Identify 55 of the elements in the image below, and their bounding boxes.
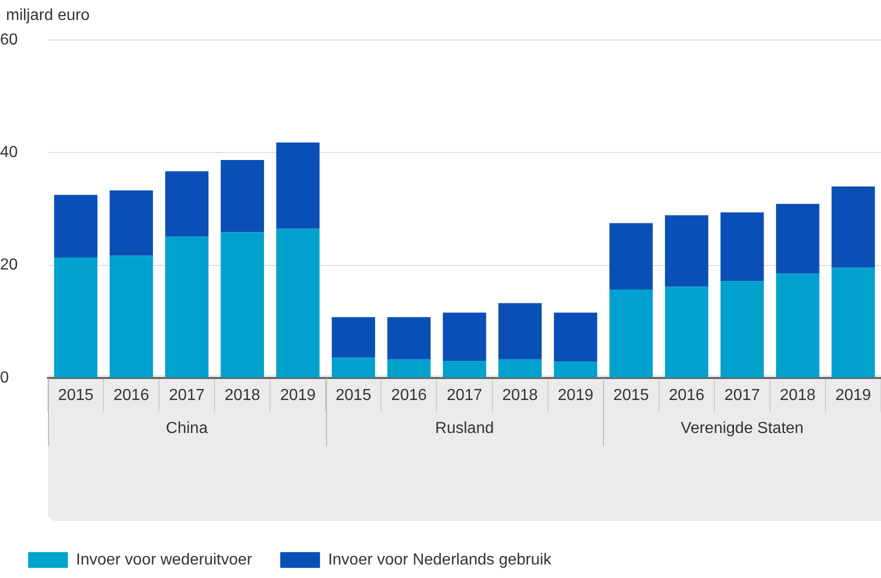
bar: [220, 160, 264, 232]
bar: [832, 268, 875, 378]
bar: [387, 317, 431, 360]
bar: [54, 257, 98, 378]
bar: [609, 223, 653, 290]
x-tick-label: 2016: [668, 387, 705, 404]
y-tick-label: 20: [0, 256, 18, 274]
bar: [498, 303, 542, 360]
bar: [720, 212, 764, 282]
bar: [110, 190, 153, 256]
text: China: [166, 420, 208, 437]
bar: [276, 228, 320, 378]
x-tick-label: 2018: [780, 387, 816, 404]
x-tick-label: 2016: [391, 387, 427, 404]
bar: [664, 286, 708, 378]
bar: [332, 317, 376, 358]
x-tick-label: 2019: [280, 387, 316, 404]
x-tick-label: 2015: [613, 387, 649, 404]
text: Rusland: [435, 420, 494, 437]
x-tick-label: 2017: [724, 387, 760, 404]
x-tick-label: 2018: [224, 387, 260, 404]
x-tick-label: 2017: [446, 387, 482, 404]
bar: [220, 232, 264, 378]
y-tick-label: 0: [0, 369, 9, 386]
bar: [720, 281, 764, 378]
bar: [554, 312, 598, 362]
x-tick-label: 2018: [502, 387, 538, 404]
bar: [498, 359, 542, 378]
bar: [165, 236, 208, 378]
bar: [165, 171, 208, 237]
legend-label: Invoer voor Nederlands gebruik: [328, 551, 552, 568]
bar: [54, 194, 98, 258]
text: Verenigde Staten: [680, 420, 804, 437]
bar: [776, 274, 820, 378]
legend-label: Invoer voor wederuitvoer: [76, 551, 253, 568]
bar: [776, 204, 820, 274]
x-tick-label: 2016: [114, 387, 150, 404]
bar: [110, 256, 153, 378]
bar: [609, 290, 653, 378]
bar: [442, 361, 486, 378]
bar: [832, 186, 875, 268]
bar: [554, 362, 598, 378]
x-tick-label: 2015: [336, 387, 372, 404]
bar: [387, 359, 431, 378]
y-tick-label: 60: [0, 31, 18, 48]
x-tick-label: 2017: [169, 387, 205, 404]
bar: [276, 142, 320, 229]
x-tick-label: 2015: [58, 387, 94, 404]
x-tick-label: 2019: [558, 387, 594, 404]
y-tick-label: 40: [0, 144, 18, 162]
x-tick-label: 2019: [835, 387, 872, 404]
bar: [442, 312, 486, 362]
bar: [332, 358, 376, 378]
y-axis-title: miljard euro: [6, 7, 90, 24]
bar: [664, 215, 708, 287]
